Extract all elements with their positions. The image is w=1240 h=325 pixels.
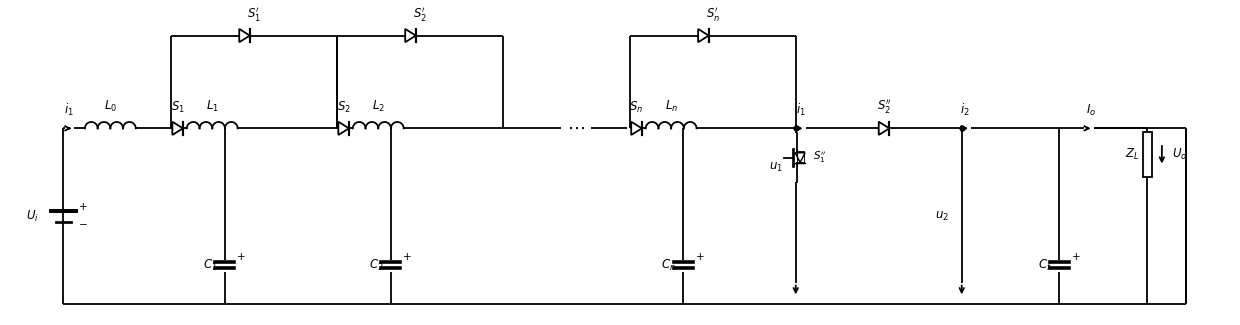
Text: $C_1$: $C_1$	[202, 257, 217, 273]
Text: $L_0$: $L_0$	[104, 98, 117, 114]
Text: $S_2$: $S_2$	[337, 99, 351, 115]
Text: $L_1$: $L_1$	[206, 98, 218, 114]
Text: $Z_L$: $Z_L$	[1126, 147, 1140, 162]
Text: $i_2$: $i_2$	[960, 101, 970, 118]
Bar	[1143, 132, 1152, 177]
Text: +: +	[696, 252, 704, 262]
Text: +: +	[79, 202, 88, 213]
Text: $C_f$: $C_f$	[1038, 257, 1052, 273]
Text: $u_1$: $u_1$	[769, 161, 784, 174]
Text: $L_n$: $L_n$	[665, 98, 678, 114]
Text: $C_2$: $C_2$	[368, 257, 383, 273]
Text: $I_o$: $I_o$	[1085, 102, 1096, 118]
Text: $S_1'$: $S_1'$	[247, 5, 260, 23]
Text: +: +	[237, 252, 246, 262]
Text: $S_2'$: $S_2'$	[413, 5, 427, 23]
Text: +: +	[1073, 252, 1081, 262]
Text: $U_o$: $U_o$	[1172, 147, 1187, 162]
Text: $i_1$: $i_1$	[796, 101, 806, 118]
Text: $S_n'$: $S_n'$	[706, 5, 719, 23]
Text: $\cdots$: $\cdots$	[567, 118, 585, 136]
Text: +: +	[403, 252, 412, 262]
Text: $i_1$: $i_1$	[64, 101, 74, 118]
Text: $C_n$: $C_n$	[661, 257, 676, 273]
Text: $S_1''$: $S_1''$	[813, 150, 827, 165]
Text: $u_2$: $u_2$	[935, 210, 949, 223]
Text: $S_n$: $S_n$	[630, 99, 644, 115]
Text: $U_i$: $U_i$	[26, 209, 38, 224]
Text: $S_2''$: $S_2''$	[877, 97, 892, 115]
Text: −: −	[79, 220, 88, 230]
Text: $L_2$: $L_2$	[372, 98, 384, 114]
Text: $S_1$: $S_1$	[171, 99, 185, 115]
